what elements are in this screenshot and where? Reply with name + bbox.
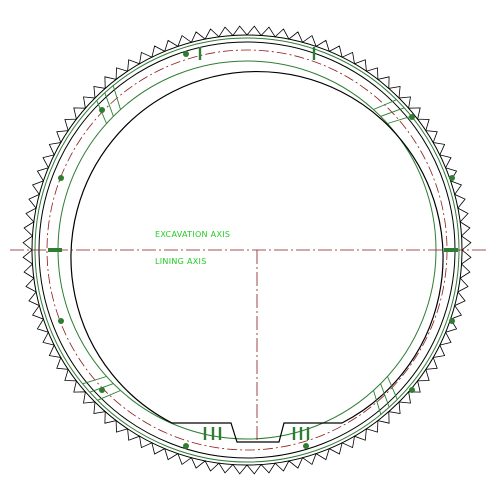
bolt-dot-icon: [58, 175, 64, 181]
bolt-dot-icon: [409, 114, 415, 120]
segment-joint-line: [97, 390, 121, 401]
bolt-dot-icon: [449, 175, 455, 181]
bolt-dot-icon: [303, 443, 309, 449]
bolt-dot-icon: [183, 443, 189, 449]
invert-bars: [203, 427, 310, 440]
left-axis-marker: [48, 248, 62, 252]
segment-joint-line: [373, 390, 382, 415]
lining-axis-label: LINING AXIS: [155, 257, 207, 266]
segment-joint-line: [380, 383, 390, 408]
excavation-axis-label: EXCAVATION AXIS: [155, 230, 230, 239]
segment-joint-line: [104, 92, 114, 117]
bolt-dot-icon: [99, 107, 105, 113]
segment-joint-line: [82, 376, 107, 385]
segment-joints: [82, 85, 412, 415]
segment-joint-line: [112, 85, 121, 110]
segment-joint-line: [373, 99, 397, 110]
right-axis-marker: [444, 248, 458, 252]
crown-joints: [198, 47, 316, 60]
lining-inner-profile: [70, 70, 444, 443]
bolt-dot-icon: [409, 387, 415, 393]
segment-joint-line: [387, 115, 412, 124]
bolt-markers: [58, 51, 455, 449]
segment-joint-line: [380, 107, 405, 117]
bolt-dot-icon: [449, 318, 455, 324]
bolt-dot-icon: [99, 387, 105, 393]
segment-joint-line: [387, 376, 398, 400]
bolt-dot-icon: [183, 51, 189, 57]
bolt-dot-icon: [58, 318, 64, 324]
